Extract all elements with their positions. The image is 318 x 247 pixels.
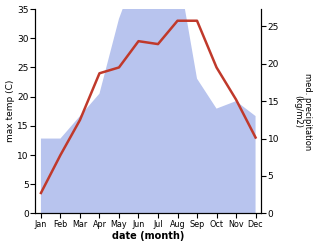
Y-axis label: med. precipitation
(kg/m2): med. precipitation (kg/m2) <box>293 73 313 150</box>
X-axis label: date (month): date (month) <box>112 231 184 242</box>
Y-axis label: max temp (C): max temp (C) <box>5 80 15 143</box>
